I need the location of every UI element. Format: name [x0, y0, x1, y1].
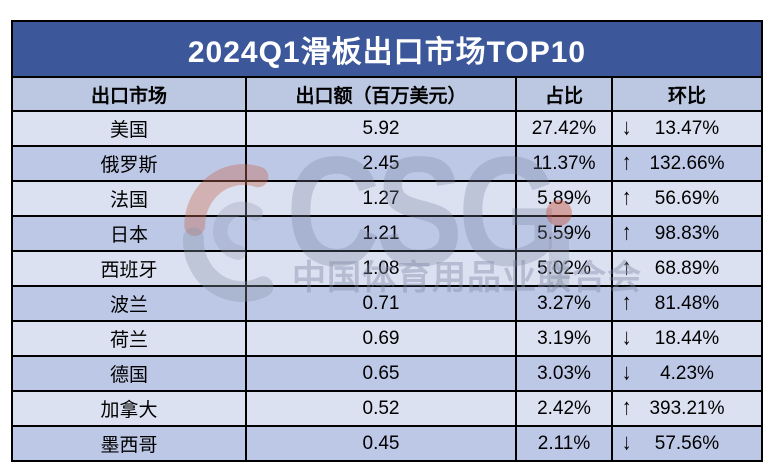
share-cell: 3.19% — [517, 322, 613, 355]
value-cell: 5.92 — [247, 112, 517, 145]
trend-down-icon: ↓ — [622, 114, 632, 141]
market-cell: 加拿大 — [13, 392, 247, 425]
mom-value: 132.66% — [649, 152, 725, 174]
trend-cell: ↑ 56.69% — [613, 182, 761, 215]
share-cell: 2.11% — [517, 427, 613, 460]
page-title: 2024Q1滑板出口市场TOP10 — [187, 36, 587, 69]
market-cell: 荷兰 — [13, 322, 247, 355]
trend-down-icon: ↓ — [622, 429, 632, 456]
header-share: 占比 — [517, 78, 613, 110]
market-cell: 墨西哥 — [13, 427, 247, 460]
share-cell: 3.03% — [517, 357, 613, 390]
market-cell: 美国 — [13, 112, 247, 145]
table-row: 墨西哥 0.45 2.11% ↓ 57.56% — [13, 427, 761, 460]
value-cell: 1.27 — [247, 182, 517, 215]
share-cell: 5.89% — [517, 182, 613, 215]
mom-value: 81.48% — [654, 292, 720, 314]
table-header-row: 出口市场 出口额（百万美元） 占比 环比 — [13, 78, 761, 112]
table-row: 俄罗斯 2.45 11.37% ↑ 132.66% — [13, 147, 761, 182]
market-cell: 日本 — [13, 217, 247, 250]
share-cell: 2.42% — [517, 392, 613, 425]
share-cell: 27.42% — [517, 112, 613, 145]
trend-cell: ↓ 13.47% — [613, 112, 761, 145]
trend-up-icon: ↑ — [622, 219, 632, 246]
mom-value: 4.23% — [660, 362, 714, 384]
trend-cell: ↑ 98.83% — [613, 217, 761, 250]
trend-cell: ↑ 81.48% — [613, 287, 761, 320]
table-row: 波兰 0.71 3.27% ↑ 81.48% — [13, 287, 761, 322]
header-mom: 环比 — [667, 85, 706, 107]
trend-cell: ↑ 68.89% — [613, 252, 761, 285]
value-cell: 0.71 — [247, 287, 517, 320]
trend-cell: ↓ 18.44% — [613, 322, 761, 355]
trend-cell: ↓ 4.23% — [613, 357, 761, 390]
trend-up-icon: ↑ — [622, 289, 632, 316]
table-row: 西班牙 1.08 5.02% ↑ 68.89% — [13, 252, 761, 287]
mom-value: 393.21% — [649, 397, 725, 419]
market-cell: 波兰 — [13, 287, 247, 320]
table-row: 美国 5.92 27.42% ↓ 13.47% — [13, 112, 761, 147]
value-cell: 1.21 — [247, 217, 517, 250]
mom-value: 18.44% — [654, 327, 720, 349]
market-cell: 法国 — [13, 182, 247, 215]
value-cell: 0.69 — [247, 322, 517, 355]
share-cell: 3.27% — [517, 287, 613, 320]
trend-cell: ↓ 57.56% — [613, 427, 761, 460]
share-cell: 5.59% — [517, 217, 613, 250]
trend-down-icon: ↓ — [622, 324, 632, 351]
table-title-bar: 2024Q1滑板出口市场TOP10 — [13, 22, 761, 78]
export-top10-table: 2024Q1滑板出口市场TOP10 出口市场 出口额（百万美元） 占比 环比 美… — [11, 20, 763, 462]
trend-up-icon: ↑ — [622, 184, 632, 211]
header-export-value: 出口额（百万美元） — [247, 78, 517, 110]
value-cell: 1.08 — [247, 252, 517, 285]
market-cell: 俄罗斯 — [13, 147, 247, 180]
mom-value: 57.56% — [654, 432, 720, 454]
market-cell: 西班牙 — [13, 252, 247, 285]
mom-value: 98.83% — [654, 222, 720, 244]
value-cell: 0.45 — [247, 427, 517, 460]
table-row: 荷兰 0.69 3.19% ↓ 18.44% — [13, 322, 761, 357]
trend-down-icon: ↓ — [622, 359, 632, 386]
trend-up-icon: ↑ — [622, 149, 632, 176]
mom-value: 68.89% — [654, 257, 720, 279]
market-cell: 德国 — [13, 357, 247, 390]
trend-up-icon: ↑ — [622, 394, 632, 421]
value-cell: 0.52 — [247, 392, 517, 425]
mom-value: 56.69% — [654, 187, 720, 209]
trend-cell: ↑ 393.21% — [613, 392, 761, 425]
value-cell: 0.65 — [247, 357, 517, 390]
table-body: 美国 5.92 27.42% ↓ 13.47% 俄罗斯 2.45 11.37% … — [13, 112, 761, 460]
trend-cell: ↑ 132.66% — [613, 147, 761, 180]
table-row: 法国 1.27 5.89% ↑ 56.69% — [13, 182, 761, 217]
table-row: 加拿大 0.52 2.42% ↑ 393.21% — [13, 392, 761, 427]
value-cell: 2.45 — [247, 147, 517, 180]
mom-value: 13.47% — [654, 117, 720, 139]
table-row: 德国 0.65 3.03% ↓ 4.23% — [13, 357, 761, 392]
trend-up-icon: ↑ — [622, 254, 632, 281]
table-row: 日本 1.21 5.59% ↑ 98.83% — [13, 217, 761, 252]
share-cell: 5.02% — [517, 252, 613, 285]
share-cell: 11.37% — [517, 147, 613, 180]
header-export-market: 出口市场 — [13, 78, 247, 110]
